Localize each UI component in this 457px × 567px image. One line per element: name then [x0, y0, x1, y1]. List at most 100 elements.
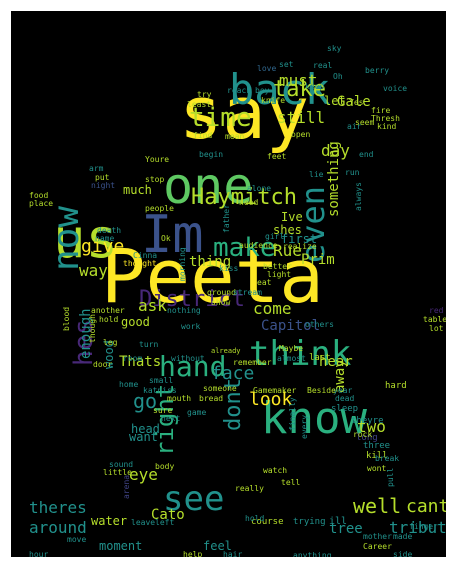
word-water: water: [91, 514, 128, 528]
word-another: another: [91, 306, 125, 315]
word-tell: tell: [281, 478, 301, 487]
word-kind: kind: [377, 122, 397, 131]
word-love: love: [257, 64, 277, 73]
word-katniss: katniss: [143, 386, 177, 395]
word-want: want: [129, 430, 158, 444]
word-mouth: mouth: [167, 394, 192, 403]
word-table: table: [423, 315, 446, 324]
word-dead: dead: [335, 394, 355, 403]
word-peeta: Peeta: [101, 234, 324, 320]
word-face: face: [211, 363, 255, 384]
word-pull: pull: [386, 467, 395, 487]
word-already: already: [211, 347, 241, 355]
word-thresh: Thresh: [371, 114, 400, 123]
word-tribute: tribute: [389, 518, 446, 537]
word-back: back: [229, 65, 331, 114]
word-much: much: [123, 183, 152, 197]
word-hard: hard: [385, 381, 407, 391]
word-district: District: [139, 287, 245, 312]
word-people: people: [145, 204, 174, 213]
word-realize: realize: [283, 242, 317, 251]
word-hear: hear: [319, 354, 353, 370]
word-girl: girl: [265, 232, 285, 241]
word-cant: cant: [406, 496, 446, 517]
word-beside: Beside: [307, 386, 336, 395]
word-sky: sky: [327, 44, 342, 53]
word-boy: boy: [255, 86, 270, 95]
word-thats: Thats: [119, 354, 162, 370]
word-long: long: [356, 433, 378, 443]
word-ill: ill: [329, 516, 348, 527]
word-arm: arm: [89, 164, 104, 173]
word-time: time: [189, 103, 252, 133]
word-mother: mother: [363, 532, 392, 541]
word-work: work: [181, 322, 201, 331]
word-us: us: [53, 207, 119, 270]
word-stream: stream: [233, 288, 262, 297]
word-first: first: [281, 232, 318, 246]
word-ive: Ive: [281, 210, 303, 224]
word-knife: knife: [261, 96, 286, 105]
word-seem: seem: [355, 118, 375, 127]
word-bread: bread: [199, 394, 224, 403]
word-oh: Oh: [333, 72, 343, 81]
word-find: find: [193, 131, 213, 140]
word-trying: trying: [293, 517, 326, 527]
word-career: Career: [363, 542, 392, 551]
word-one: one: [163, 157, 254, 215]
word-finger: finger: [409, 522, 438, 531]
word-anything: anything: [293, 551, 332, 558]
word-must: must: [279, 71, 318, 90]
word-try: try: [197, 90, 212, 99]
word-reach: reach: [227, 86, 252, 95]
word-run: run: [345, 168, 360, 177]
word-real: real: [313, 61, 333, 70]
word-better: better: [263, 262, 292, 271]
word-something: something: [326, 141, 342, 217]
word-make: make: [213, 233, 276, 263]
word-help: help: [183, 550, 203, 558]
word-good: good: [121, 315, 150, 329]
word-still: still: [277, 108, 326, 127]
word-side: side: [393, 550, 413, 558]
word-without: without: [171, 354, 205, 363]
word-leg: leg: [103, 338, 118, 347]
word-youre: Youre: [145, 155, 170, 164]
word-stop: stop: [145, 175, 165, 184]
word-though: though: [88, 314, 97, 343]
word-always: always: [354, 182, 363, 211]
word-show: show: [211, 298, 231, 307]
word-keep: keep: [305, 82, 325, 91]
word-shes: shes: [273, 223, 302, 237]
word-made: made: [393, 532, 413, 541]
word-arena: arena: [122, 474, 131, 499]
word-way: way: [79, 261, 108, 280]
word-little: little: [103, 468, 132, 477]
word-two: two: [357, 417, 386, 436]
word-least: least: [187, 100, 212, 109]
word-thing: thing: [189, 254, 232, 270]
word-morning: morning: [178, 247, 187, 281]
word-come: come: [253, 299, 292, 318]
word-well: well: [353, 494, 402, 518]
word-others: others: [305, 320, 334, 329]
word-sure: sure: [153, 406, 173, 415]
word-feet: feet: [267, 152, 287, 161]
word-ask: ask: [138, 296, 167, 315]
word-last: last: [309, 353, 331, 363]
word-go: go: [133, 389, 158, 413]
word-move: move: [67, 535, 87, 544]
word-remember: remember: [233, 358, 272, 367]
word-father: father: [222, 204, 231, 233]
word-yes: Yes: [349, 98, 364, 107]
word-leave: leave: [131, 518, 156, 527]
word-hair: hair: [223, 550, 243, 558]
word-game: game: [187, 408, 207, 417]
word-voice: voice: [383, 84, 408, 93]
word-hold2: hold: [99, 315, 119, 324]
word-sound: sound: [109, 460, 134, 469]
word-mean: mean: [225, 132, 245, 141]
word-kill: kill: [366, 451, 388, 461]
word-blood: blood: [62, 306, 71, 331]
word-wont: wont: [367, 464, 387, 473]
